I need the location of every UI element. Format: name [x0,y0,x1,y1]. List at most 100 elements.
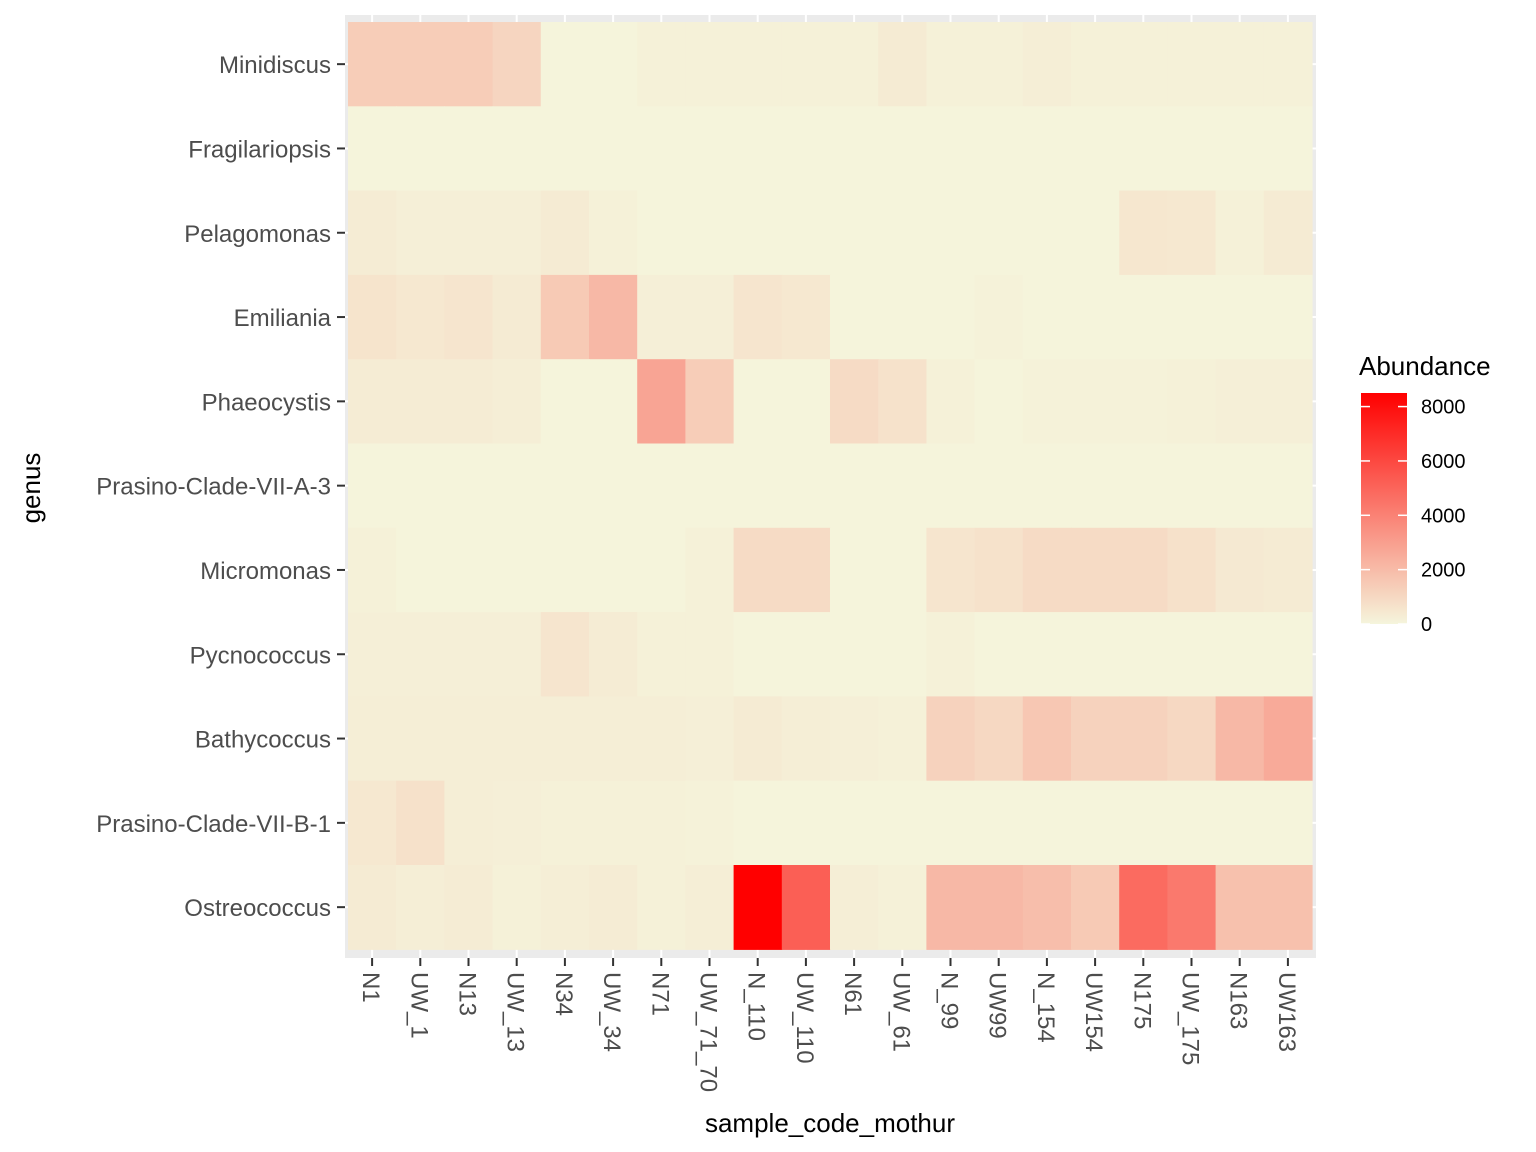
heatmap-cell [444,696,494,782]
heatmap-cell [1022,696,1072,782]
heatmap-cell [1167,696,1217,782]
heatmap-cell [348,359,397,445]
heatmap-cell [830,780,879,866]
heatmap-cell [540,359,590,445]
heatmap-cell [1263,443,1313,529]
heatmap-cell [396,865,445,950]
legend: Abundance 0 2000 4000 6000 8000 [1359,351,1491,636]
heatmap-cell [1167,359,1217,445]
heatmap-cell [878,190,927,276]
legend-tick-label: 8000 [1421,397,1466,419]
heatmap-cell [1167,527,1217,613]
heatmap-cell [637,527,686,613]
heatmap-cell [444,527,494,613]
heatmap-cell [396,22,445,107]
y-tick-label: Pycnococcus [190,642,331,669]
heatmap-cell [781,274,831,360]
x-tick-label: UW_61 [887,972,914,1052]
heatmap-cell [1263,22,1313,107]
heatmap-cell [637,274,686,360]
heatmap-cell [492,443,542,529]
heatmap-cell [926,190,976,276]
heatmap-cell [733,612,783,697]
heatmap-cell [685,106,735,192]
heatmap-cell [396,443,445,529]
heatmap-cell [1167,190,1217,276]
heatmap-cell [781,527,831,613]
y-tick-label: Emiliania [234,305,332,332]
heatmap-cell [1071,22,1120,107]
heatmap-cell [492,612,542,697]
heatmap-cell [1022,612,1072,697]
heatmap-cell [589,443,638,529]
heatmap-cell [540,527,590,613]
heatmap-cell [974,865,1024,950]
heatmap-cell [492,780,542,866]
heatmap-cell [1119,696,1168,782]
heatmap-cell [540,22,590,107]
heatmap-cell [540,696,590,782]
x-tick-label: N_110 [743,972,770,1041]
heatmap-cell [830,696,879,782]
heatmap-cell [540,612,590,697]
heatmap-cell [1167,106,1217,192]
y-tick-label: Fragilariopsis [188,136,331,163]
heatmap-cell [589,359,638,445]
heatmap-cell [974,443,1024,529]
y-tick-label: Prasino-Clade-VII-B-1 [96,811,331,838]
heatmap-cell [1119,22,1168,107]
heatmap-cell [733,527,783,613]
heatmap-cell [1263,780,1313,866]
heatmap-cell [685,780,735,866]
heatmap-cell [637,696,686,782]
heatmap-cell [348,274,397,360]
heatmap-cell [926,780,976,866]
heatmap-cell [781,780,831,866]
heatmap-cell [637,190,686,276]
heatmap-cell [974,612,1024,697]
heatmap-cell [444,443,494,529]
heatmap-cell [878,443,927,529]
heatmap-cell [1071,443,1120,529]
heatmap-cell [348,696,397,782]
heatmap-cell [878,612,927,697]
heatmap-cell [926,612,976,697]
heatmap-cell [1119,359,1168,445]
heatmap-cell [1071,780,1120,866]
heatmap-cell [685,612,735,697]
heatmap-cell [1263,527,1313,613]
heatmap-cell [444,274,494,360]
y-tick-label: Pelagomonas [184,221,331,248]
heatmap-cell [637,443,686,529]
heatmap-cell [1119,106,1168,192]
heatmap-cell [1167,22,1217,107]
heatmap-cell [926,696,976,782]
legend-tick-label: 0 [1421,614,1432,636]
heatmap-cell [1263,865,1313,950]
heatmap-cell [733,106,783,192]
heatmap-cells [348,22,1313,950]
heatmap-cell [1215,22,1265,107]
heatmap-cell [974,274,1024,360]
heatmap-cell [492,359,542,445]
x-tick-label: UW163 [1273,972,1300,1052]
heatmap-cell [781,443,831,529]
legend-tick-label: 4000 [1421,505,1466,527]
heatmap-cell [878,780,927,866]
heatmap-cell [589,527,638,613]
heatmap-cell [348,612,397,697]
x-tick-label: N175 [1128,972,1155,1029]
heatmap-cell [396,359,445,445]
heatmap-cell [1022,274,1072,360]
legend-tick-label: 2000 [1421,560,1466,582]
heatmap-cell [926,443,976,529]
y-tick-label: Bathycoccus [195,727,331,754]
heatmap-cell [830,865,879,950]
heatmap-cell [396,780,445,866]
heatmap-cell [974,22,1024,107]
heatmap-cell [1022,780,1072,866]
heatmap-cell [492,865,542,950]
heatmap-cell [1071,612,1120,697]
heatmap-cell [1022,443,1072,529]
heatmap-cell [1215,527,1265,613]
